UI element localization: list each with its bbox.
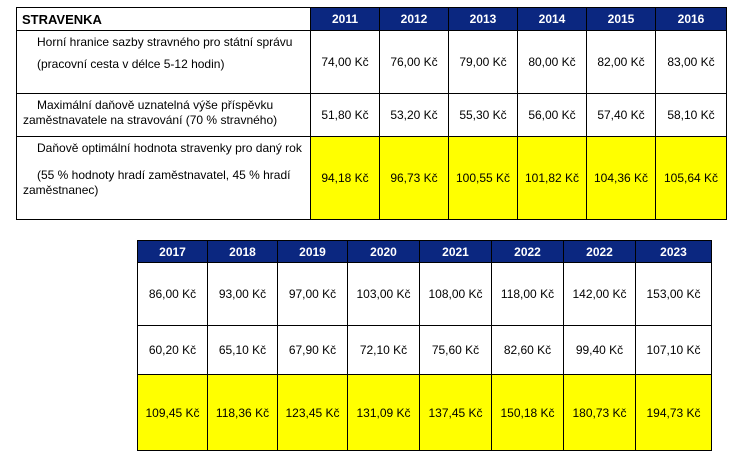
year-header: 2022 [563,240,636,263]
value-cell: 123,45 Kč [277,374,348,451]
value-cell: 131,09 Kč [347,374,420,451]
value-cell: 67,90 Kč [277,325,348,375]
value-cell: 82,60 Kč [491,325,564,375]
value-cell: 53,20 Kč [379,93,449,137]
year-header: 2014 [517,7,587,31]
row-label-meal-allowance-cap: Horní hranice sazby stravného pro státní… [16,30,311,94]
stravenka-table-2011-2016: STRAVENKA 2011 2012 2013 2014 2015 2016 … [16,7,727,220]
label-line: Maximální daňově uznatelná výše příspěvk… [23,98,278,127]
value-cell: 94,18 Kč [310,136,380,220]
value-cell: 51,80 Kč [310,93,380,137]
label-line: (pracovní cesta v délce 5-12 hodin) [37,57,225,71]
stravenka-table-2017-2023: 2017 2018 2019 2020 2021 2022 2022 2023 … [137,240,712,451]
value-cell: 97,00 Kč [277,262,348,326]
year-header: 2023 [635,240,712,263]
value-cell: 58,10 Kč [655,93,727,137]
value-cell: 75,60 Kč [419,325,492,375]
value-cell: 105,64 Kč [655,136,727,220]
value-cell: 57,40 Kč [586,93,656,137]
value-cell: 76,00 Kč [379,30,449,94]
year-header: 2018 [207,240,278,263]
value-cell: 80,00 Kč [517,30,587,94]
table-title: STRAVENKA [16,7,311,31]
value-cell: 72,10 Kč [347,325,420,375]
row-label-max-employer-contribution: Maximální daňově uznatelná výše příspěvk… [16,93,311,137]
label-line: Daňově optimální hodnota stravenky pro d… [37,141,302,155]
table-row: Maximální daňově uznatelná výše příspěvk… [16,93,727,137]
value-cell: 118,36 Kč [207,374,278,451]
value-cell: 103,00 Kč [347,262,420,326]
table-row: Daňově optimální hodnota stravenky pro d… [16,136,727,220]
value-cell: 79,00 Kč [448,30,518,94]
table-row: Horní hranice sazby stravného pro státní… [16,30,727,94]
value-cell: 118,00 Kč [491,262,564,326]
value-cell: 96,73 Kč [379,136,449,220]
value-cell: 180,73 Kč [563,374,636,451]
year-header: 2013 [448,7,518,31]
year-header: 2022 [491,240,564,263]
value-cell: 74,00 Kč [310,30,380,94]
value-cell: 107,10 Kč [635,325,712,375]
value-cell: 150,18 Kč [491,374,564,451]
row-label-optimal-voucher-value: Daňově optimální hodnota stravenky pro d… [16,136,311,220]
value-cell: 153,00 Kč [635,262,712,326]
value-cell: 82,00 Kč [586,30,656,94]
label-line: (55 % hodnoty hradí zaměstnavatel, 45 % … [23,168,291,197]
value-cell: 101,82 Kč [517,136,587,220]
year-header: 2016 [655,7,727,31]
year-header: 2012 [379,7,449,31]
value-cell: 104,36 Kč [586,136,656,220]
year-header: 2021 [419,240,492,263]
value-cell: 194,73 Kč [635,374,712,451]
value-cell: 55,30 Kč [448,93,518,137]
value-cell: 60,20 Kč [137,325,208,375]
year-header: 2017 [137,240,208,263]
value-cell: 56,00 Kč [517,93,587,137]
value-cell: 83,00 Kč [655,30,727,94]
value-cell: 109,45 Kč [137,374,208,451]
value-cell: 142,00 Kč [563,262,636,326]
table-row: 109,45 Kč 118,36 Kč 123,45 Kč 131,09 Kč … [137,374,712,451]
year-header: 2011 [310,7,380,31]
year-header: 2020 [347,240,420,263]
label-line: Horní hranice sazby stravného pro státní… [37,35,293,49]
year-header: 2015 [586,7,656,31]
value-cell: 93,00 Kč [207,262,278,326]
table-row: 60,20 Kč 65,10 Kč 67,90 Kč 72,10 Kč 75,6… [137,325,712,375]
value-cell: 86,00 Kč [137,262,208,326]
value-cell: 108,00 Kč [419,262,492,326]
table-row: 86,00 Kč 93,00 Kč 97,00 Kč 103,00 Kč 108… [137,262,712,326]
value-cell: 65,10 Kč [207,325,278,375]
value-cell: 100,55 Kč [448,136,518,220]
year-header: 2019 [277,240,348,263]
value-cell: 137,45 Kč [419,374,492,451]
value-cell: 99,40 Kč [563,325,636,375]
